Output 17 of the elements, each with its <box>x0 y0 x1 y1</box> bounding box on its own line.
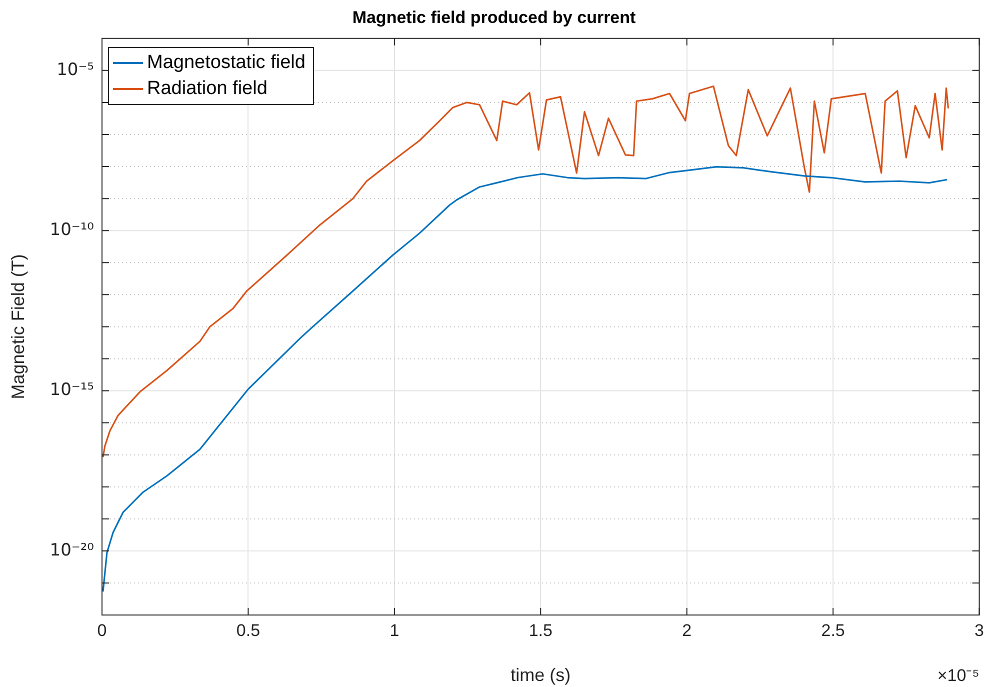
chart-title: Magnetic field produced by current <box>352 8 636 27</box>
x-tick-label: 1 <box>390 620 400 640</box>
y-tick-label: 10⁻⁵ <box>56 60 94 80</box>
y-axis-title: Magnetic Field (T) <box>8 254 28 400</box>
x-tick-label: 0 <box>97 620 107 640</box>
y-tick-label: 10⁻¹⁵ <box>50 380 94 400</box>
legend-label: Magnetostatic field <box>147 51 306 75</box>
x-tick-label: 3 <box>974 620 984 640</box>
legend-label: Radiation field <box>147 77 268 101</box>
y-tick-label: 10⁻¹⁰ <box>50 220 94 240</box>
y-tick-label: 10⁻²⁰ <box>50 540 94 560</box>
x-tick-label: 0.5 <box>236 620 260 640</box>
x-tick-label: 2 <box>682 620 692 640</box>
x-axis-title: time (s) <box>510 665 571 686</box>
text: ×10⁻⁵ <box>937 666 980 685</box>
x-tick-label: 2.5 <box>821 620 845 640</box>
x-tick-label: 1.5 <box>528 620 552 640</box>
